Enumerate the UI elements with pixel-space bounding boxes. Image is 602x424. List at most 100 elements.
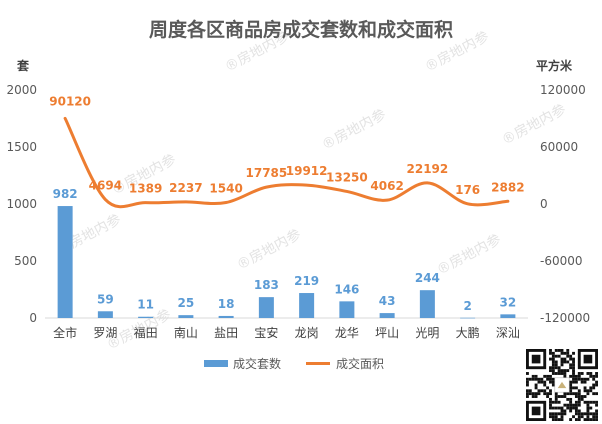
left-axis-unit: 套 <box>16 58 30 73</box>
qr-module <box>540 389 544 393</box>
category-label: 罗湖 <box>93 325 117 340</box>
qr-module <box>572 369 575 373</box>
line-data-label: 19912 <box>286 164 328 178</box>
qr-module <box>537 377 541 381</box>
qr-module <box>543 380 547 384</box>
qr-module <box>563 357 567 361</box>
left-tick-label: 500 <box>14 254 37 268</box>
qr-module <box>554 372 558 375</box>
qr-module <box>560 372 564 375</box>
qr-module <box>563 369 567 373</box>
qr-module <box>549 351 552 355</box>
qr-module <box>569 366 573 370</box>
qr-module <box>566 392 570 396</box>
qr-module <box>586 392 590 396</box>
qr-module <box>534 383 538 387</box>
qr-module <box>528 392 532 396</box>
qr-module <box>572 415 575 419</box>
qr-module <box>583 395 587 398</box>
qr-module <box>572 392 575 396</box>
qr-module <box>549 374 552 378</box>
qr-module <box>560 406 564 410</box>
line-data-label: 22192 <box>407 162 449 176</box>
qr-module <box>557 406 561 410</box>
line-data-label: 4694 <box>89 179 122 193</box>
qr-module <box>543 392 547 396</box>
qr-module <box>574 374 578 378</box>
bar <box>218 315 234 318</box>
qr-module <box>566 397 570 401</box>
qr-module <box>563 360 567 364</box>
legend-bar-label: 成交套数 <box>233 356 281 371</box>
left-tick-label: 1500 <box>6 140 37 154</box>
qr-module <box>549 389 552 393</box>
bar-data-label: 59 <box>97 292 114 306</box>
qr-module <box>560 395 564 398</box>
qr-module <box>595 374 598 378</box>
qr-module <box>574 406 578 410</box>
qr-module <box>554 363 558 367</box>
qr-module <box>569 383 573 387</box>
category-label: 盐田 <box>214 326 238 340</box>
line-data-label: 1540 <box>209 182 242 196</box>
bar-data-label: 43 <box>379 294 396 308</box>
right-tick-label: 0 <box>540 197 548 211</box>
qr-module <box>551 351 555 355</box>
qr-module <box>534 392 538 396</box>
bar-data-label: 183 <box>254 278 279 292</box>
qr-finder-inner <box>531 354 541 364</box>
qr-module <box>554 400 558 404</box>
qr-module <box>566 349 570 352</box>
category-label: 深汕 <box>496 326 520 340</box>
qr-module <box>549 392 552 396</box>
qr-module <box>549 400 552 404</box>
qr-module <box>595 409 598 413</box>
qr-module <box>531 374 535 378</box>
right-axis-ticks: -120000 -60000 0 60000 120000 <box>540 83 590 325</box>
qr-module <box>577 409 581 413</box>
qr-module <box>551 400 555 404</box>
qr-module <box>557 395 561 398</box>
qr-module <box>546 392 550 396</box>
qr-module <box>560 415 564 419</box>
qr-code-svg <box>526 349 598 421</box>
qr-module <box>563 374 567 378</box>
qr-module <box>595 372 598 375</box>
bar-data-label: 146 <box>334 282 359 296</box>
bar-series <box>57 206 516 319</box>
qr-module <box>560 418 564 421</box>
qr-module <box>569 386 573 390</box>
qr-module <box>554 395 558 398</box>
qr-module <box>534 395 538 398</box>
qr-module <box>551 415 555 419</box>
bar <box>379 313 395 318</box>
qr-module <box>563 409 567 413</box>
qr-module <box>592 383 596 387</box>
qr-module <box>549 415 552 419</box>
qr-module <box>595 412 598 416</box>
qr-module <box>569 374 573 378</box>
qr-module <box>569 380 573 384</box>
qr-module <box>557 366 561 370</box>
qr-module <box>566 403 570 407</box>
qr-module <box>560 351 564 355</box>
qr-module <box>595 392 598 396</box>
qr-module <box>592 377 596 381</box>
qr-module <box>592 418 596 421</box>
bar <box>500 314 516 318</box>
qr-module <box>549 412 552 416</box>
qr-module <box>551 383 555 387</box>
qr-module <box>569 392 573 396</box>
qr-module <box>549 349 552 352</box>
qr-module <box>551 354 555 358</box>
qr-module <box>537 392 541 396</box>
qr-module <box>551 412 555 416</box>
qr-module <box>554 366 558 370</box>
bar-data-label: 25 <box>178 296 195 310</box>
category-label: 龙华 <box>335 326 359 340</box>
qr-module <box>554 349 558 352</box>
bar-data-labels: 982 59 11 25 18 183 219 146 43 244 2 32 <box>53 187 517 313</box>
qr-module <box>589 412 593 416</box>
qr-module <box>586 377 590 381</box>
